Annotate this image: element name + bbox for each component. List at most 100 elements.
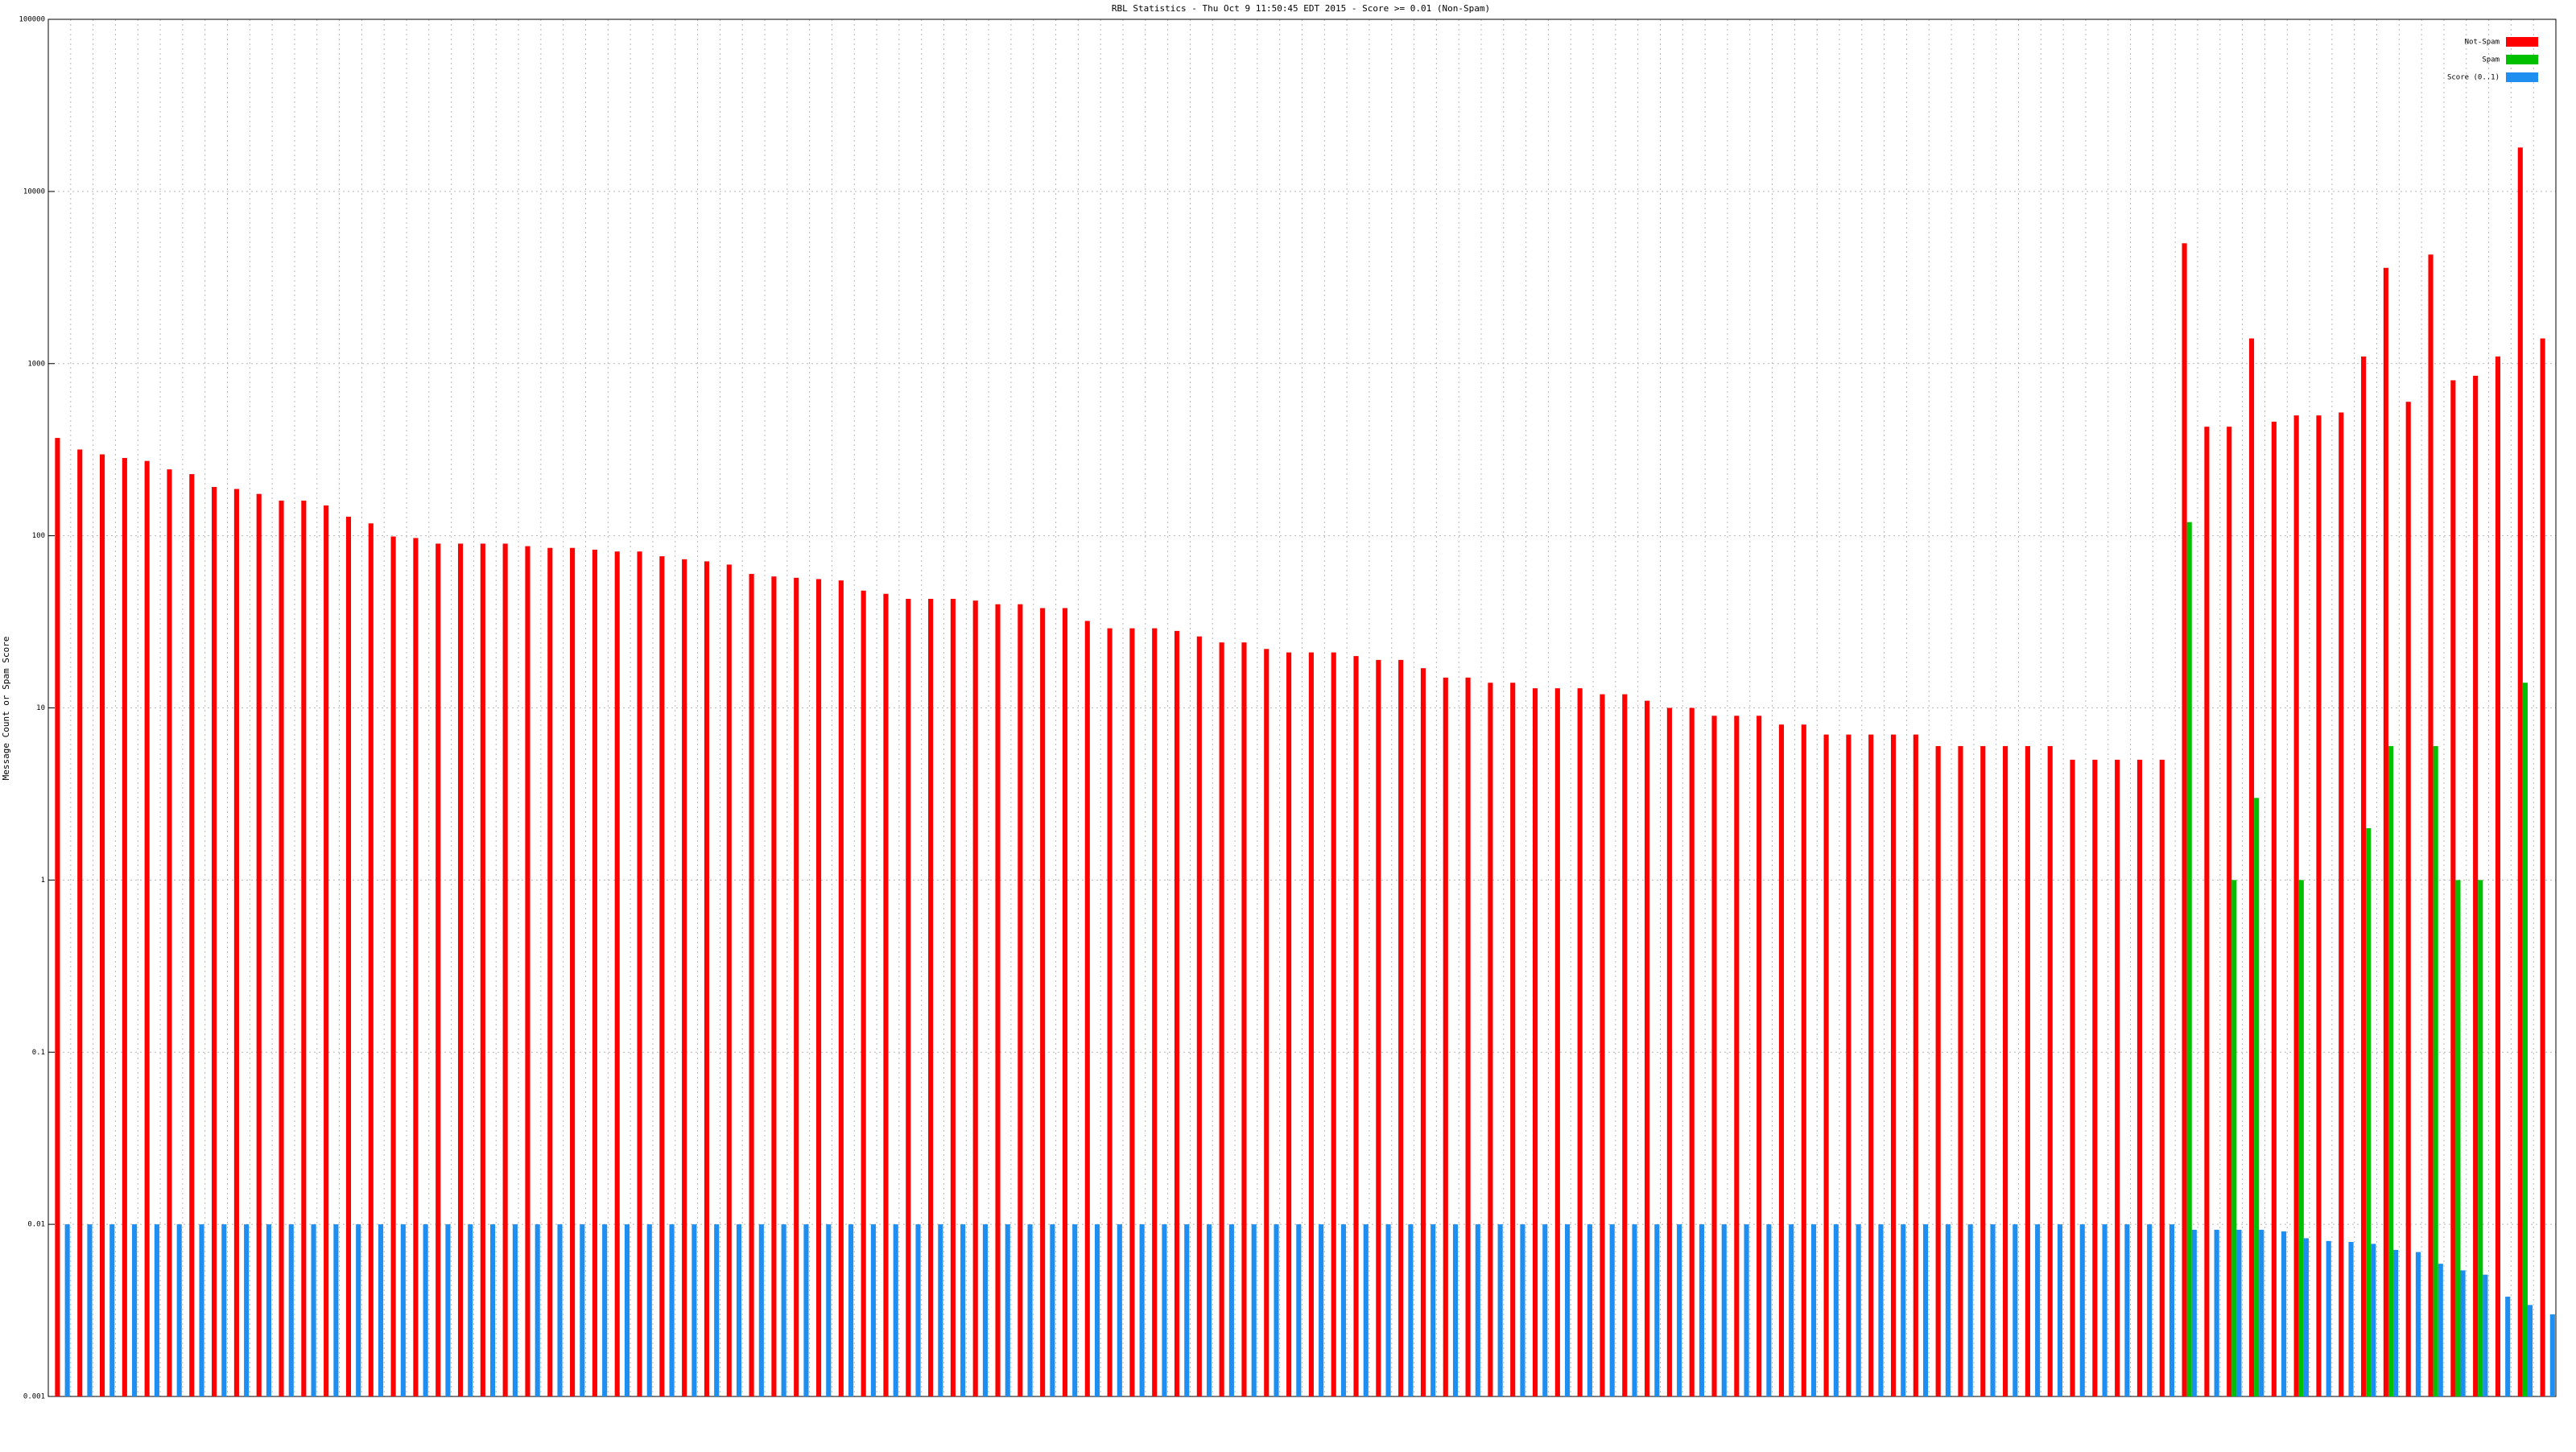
bar: [1654, 1224, 1660, 1396]
bar: [2057, 1224, 2063, 1396]
bar: [2191, 1229, 2197, 1396]
bar: [1823, 734, 1829, 1396]
bar: [199, 1224, 204, 1396]
legend-label: Not-Spam: [2465, 39, 2500, 47]
bar: [2169, 1224, 2175, 1396]
bar: [1308, 652, 1314, 1396]
bar: [1890, 734, 1897, 1396]
bar: [1497, 1224, 1503, 1396]
bar: [592, 549, 597, 1397]
y-tick-label: 1: [41, 877, 45, 885]
bar: [356, 1224, 361, 1396]
bar: [2361, 356, 2367, 1397]
bar: [1520, 1224, 1525, 1396]
bar: [1554, 688, 1560, 1396]
bar: [848, 1224, 854, 1396]
bar: [1609, 1224, 1615, 1396]
bar: [288, 1224, 294, 1396]
bar: [1846, 734, 1852, 1396]
y-tick-label: 100: [32, 532, 45, 540]
bar: [1868, 734, 1874, 1396]
bar: [2495, 356, 2501, 1397]
bar: [1385, 1224, 1391, 1396]
bar: [266, 1224, 272, 1396]
bar: [2259, 1229, 2264, 1396]
bar: [221, 1224, 227, 1396]
bar: [1967, 1224, 1973, 1396]
bar: [2316, 415, 2322, 1396]
bar: [726, 564, 732, 1396]
bar: [659, 556, 665, 1396]
bar: [2079, 1224, 2085, 1396]
bar: [758, 1224, 764, 1396]
bar: [502, 543, 508, 1396]
bar: [1600, 694, 1605, 1396]
bar: [1645, 700, 1650, 1396]
y-tick-label: 0.001: [23, 1393, 45, 1401]
bar: [749, 574, 754, 1396]
bar: [960, 1224, 966, 1396]
y-tick-label: 10: [36, 704, 45, 712]
bar: [2092, 759, 2098, 1396]
bar: [423, 1224, 428, 1396]
bar: [1072, 1224, 1078, 1396]
bar: [646, 1224, 652, 1396]
bar: [602, 1224, 608, 1396]
bar: [803, 1224, 809, 1396]
bar: [972, 600, 978, 1396]
bar: [669, 1224, 675, 1396]
legend-swatch: [2506, 55, 2538, 64]
bar: [1711, 716, 1717, 1396]
bar: [570, 547, 576, 1397]
bar: [1721, 1224, 1727, 1396]
bar: [109, 1224, 115, 1396]
bar: [301, 500, 307, 1397]
bar: [2035, 1224, 2041, 1396]
bar: [2326, 1240, 2331, 1396]
bar: [1340, 1224, 1347, 1396]
legend-swatch: [2506, 72, 2538, 82]
y-tick-label: 100000: [19, 16, 45, 24]
bar: [2013, 1224, 2018, 1396]
bar: [378, 1224, 384, 1396]
legend: Not-Spam Spam Score (0..1): [2447, 37, 2538, 82]
bar: [995, 604, 1001, 1396]
bar: [468, 1224, 473, 1396]
bar: [2047, 745, 2053, 1396]
bar: [132, 1224, 138, 1396]
bar: [1542, 1224, 1548, 1396]
bar: [2147, 1224, 2153, 1396]
bar: [938, 1224, 943, 1396]
bar: [1286, 652, 1292, 1396]
bar: [2298, 880, 2304, 1396]
bar: [368, 523, 374, 1396]
bar: [1856, 1224, 1861, 1396]
bar: [1107, 628, 1113, 1396]
bar: [87, 1224, 93, 1396]
bar: [624, 1224, 630, 1396]
bar: [1174, 630, 1180, 1396]
y-axis-label: Message Count or Spam Score: [1, 637, 11, 781]
legend-label: Score (0..1): [2447, 74, 2500, 82]
bar: [2182, 243, 2187, 1396]
bar: [2293, 415, 2299, 1396]
plot-frame: [47, 19, 2557, 1397]
bar: [480, 543, 485, 1396]
bar: [2102, 1224, 2107, 1396]
bar: [1319, 1224, 1324, 1396]
bar: [1117, 1224, 1122, 1396]
bar: [915, 1224, 921, 1396]
bar: [144, 460, 150, 1396]
bar: [1219, 642, 1224, 1396]
bar: [1296, 1224, 1302, 1396]
bar: [512, 1224, 518, 1396]
bar: [1251, 1224, 1257, 1396]
bar: [1923, 1224, 1929, 1396]
bar: [2438, 1264, 2443, 1396]
bar: [1587, 1224, 1592, 1396]
bar: [1228, 1224, 1234, 1396]
bar: [1152, 628, 1158, 1396]
bar: [1207, 1224, 1212, 1396]
bar: [1430, 1224, 1436, 1396]
bar: [1878, 1224, 1884, 1396]
